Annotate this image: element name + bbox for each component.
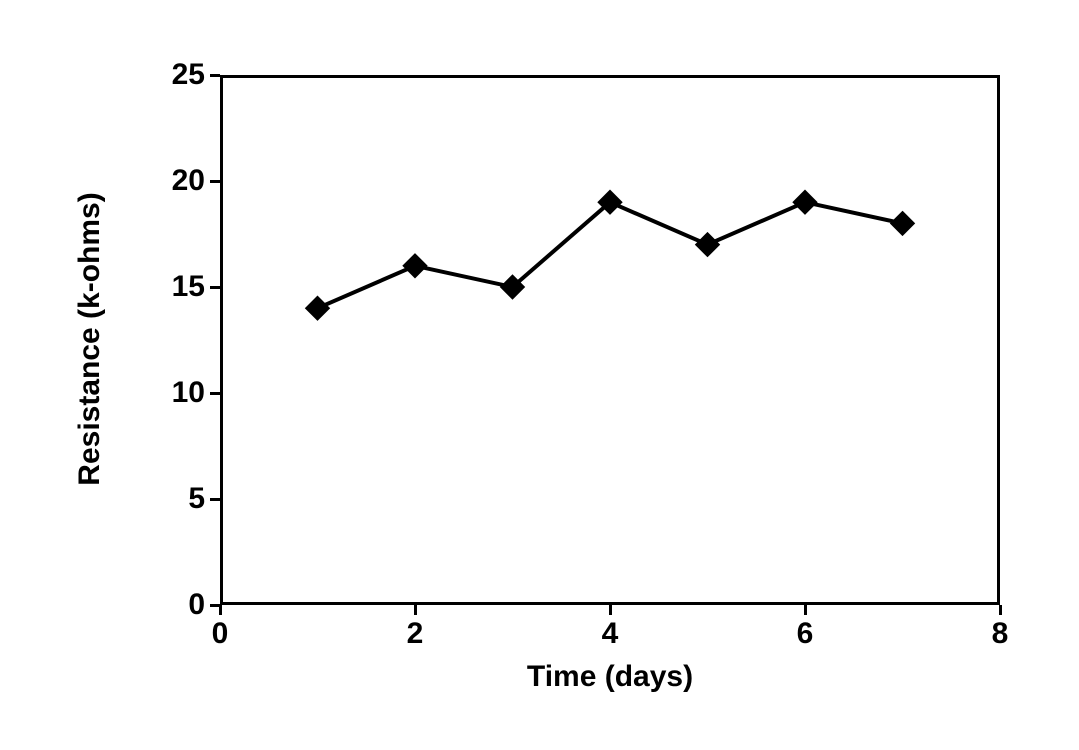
y-tick-label: 25 bbox=[150, 58, 205, 92]
x-tick-mark bbox=[999, 605, 1002, 615]
y-tick-mark bbox=[210, 392, 220, 395]
series-marker bbox=[696, 233, 720, 257]
y-tick-label: 15 bbox=[150, 270, 205, 304]
y-tick-mark bbox=[210, 180, 220, 183]
y-tick-label: 20 bbox=[150, 164, 205, 198]
x-axis-label: Time (days) bbox=[460, 660, 760, 694]
y-tick-mark bbox=[210, 74, 220, 77]
x-tick-mark bbox=[804, 605, 807, 615]
y-tick-label: 0 bbox=[150, 588, 205, 622]
y-tick-label: 5 bbox=[150, 482, 205, 516]
y-tick-mark bbox=[210, 286, 220, 289]
series-marker bbox=[403, 254, 427, 278]
x-tick-label: 4 bbox=[590, 617, 630, 651]
series-marker bbox=[306, 296, 330, 320]
series-marker bbox=[891, 211, 915, 235]
plot-area bbox=[220, 75, 1000, 605]
y-tick-mark bbox=[210, 498, 220, 501]
x-tick-label: 8 bbox=[980, 617, 1020, 651]
series-marker bbox=[793, 190, 817, 214]
series-line bbox=[318, 202, 903, 308]
x-tick-label: 6 bbox=[785, 617, 825, 651]
y-axis-label: Resistance (k-ohms) bbox=[73, 169, 107, 509]
x-tick-mark bbox=[609, 605, 612, 615]
x-tick-label: 0 bbox=[200, 617, 240, 651]
data-layer bbox=[220, 75, 1000, 605]
x-tick-mark bbox=[414, 605, 417, 615]
x-tick-mark bbox=[219, 605, 222, 615]
y-tick-label: 10 bbox=[150, 376, 205, 410]
x-tick-label: 2 bbox=[395, 617, 435, 651]
